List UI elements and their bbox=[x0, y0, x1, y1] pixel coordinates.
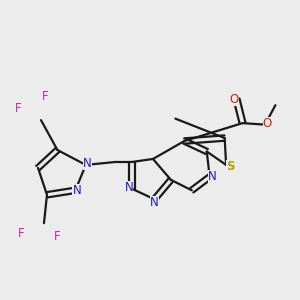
Text: F: F bbox=[15, 102, 22, 115]
Text: N: N bbox=[208, 170, 217, 183]
Text: N: N bbox=[125, 181, 134, 194]
Text: O: O bbox=[230, 93, 239, 106]
Text: N: N bbox=[73, 184, 81, 197]
Text: N: N bbox=[150, 196, 159, 209]
Text: F: F bbox=[42, 90, 49, 103]
Text: S: S bbox=[226, 160, 235, 172]
Text: F: F bbox=[54, 230, 61, 243]
Text: O: O bbox=[263, 117, 272, 130]
Text: N: N bbox=[83, 157, 92, 170]
Text: F: F bbox=[18, 227, 25, 240]
